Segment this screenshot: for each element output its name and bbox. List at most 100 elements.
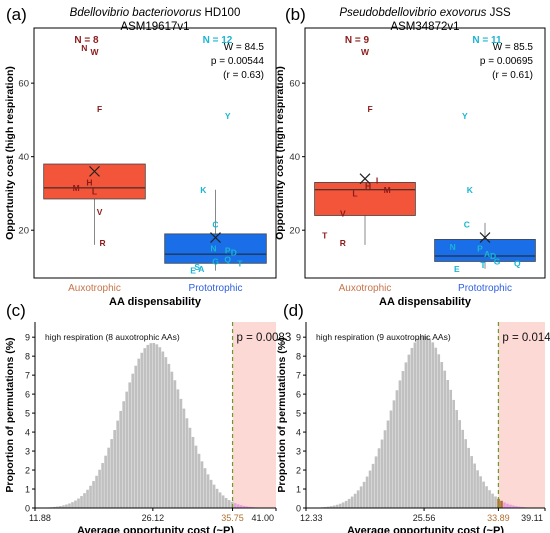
plot-frame bbox=[33, 27, 277, 279]
stat-text: (r = 0.61) bbox=[492, 70, 533, 81]
y-tick-label: 6 bbox=[296, 390, 301, 400]
stat-text: W = 84.5 bbox=[224, 42, 265, 53]
histogram-bar bbox=[107, 447, 110, 508]
histogram-bar bbox=[122, 401, 126, 508]
histogram-bar bbox=[92, 481, 95, 508]
stat-text: p = 0.00544 bbox=[211, 56, 265, 67]
panel-label: (b) bbox=[285, 5, 306, 24]
histogram-bar bbox=[383, 430, 387, 508]
histogram-bar bbox=[338, 503, 342, 508]
amino-acid-point: R bbox=[340, 238, 346, 248]
amino-acid-point: F bbox=[97, 104, 102, 114]
histogram-bar bbox=[398, 380, 402, 508]
histogram-bar bbox=[95, 475, 98, 508]
histogram-bar bbox=[422, 335, 426, 508]
histogram-bar bbox=[209, 479, 213, 508]
y-tick-label: 40 bbox=[289, 152, 300, 163]
panel-label: (d) bbox=[283, 301, 304, 320]
histogram-bar bbox=[161, 351, 165, 508]
histogram-bar bbox=[488, 490, 491, 508]
x-category-label: Prototrophic bbox=[189, 283, 243, 294]
histogram-bar bbox=[74, 500, 77, 508]
histogram-bar bbox=[347, 498, 351, 508]
y-tick-label: 60 bbox=[18, 79, 29, 90]
histogram-bar bbox=[65, 504, 68, 508]
histogram-bar bbox=[176, 389, 180, 508]
x-tick-label: 12.33 bbox=[300, 513, 323, 523]
mean-marker bbox=[479, 232, 491, 243]
y-tick-label: 0 bbox=[296, 504, 301, 514]
histogram-bar bbox=[56, 506, 59, 508]
histogram-bar bbox=[164, 357, 168, 508]
histogram-bar bbox=[197, 453, 201, 508]
box-auxotrophic bbox=[314, 182, 416, 216]
histogram-bar bbox=[89, 485, 92, 508]
y-tick-label: 4 bbox=[25, 428, 30, 438]
panel-c-histogram: (c) 0 1 2 3 4 5 6 7 8 9 11.88 26.12 35.75 41.00 Average… bbox=[4, 301, 291, 533]
box-auxotrophic bbox=[43, 163, 146, 200]
significance-region bbox=[498, 322, 545, 508]
x-tick-label: 41.00 bbox=[251, 513, 274, 523]
amino-acid-point: D bbox=[490, 251, 496, 261]
histogram-bar bbox=[152, 342, 156, 508]
histogram-bar bbox=[59, 506, 62, 508]
panel-label: (c) bbox=[6, 301, 26, 320]
histogram-bar bbox=[485, 486, 488, 508]
histogram-bar bbox=[509, 504, 512, 508]
y-tick-label: 8 bbox=[296, 352, 301, 362]
histogram-bar bbox=[350, 496, 354, 508]
panel-label: (a) bbox=[6, 5, 27, 24]
y-tick-label: 6 bbox=[25, 390, 30, 400]
plot-title: Pseudobdellovibrio exovorus JSS bbox=[339, 7, 511, 19]
histogram-bar bbox=[401, 371, 405, 508]
histogram-bar bbox=[413, 342, 417, 508]
y-tick-label: 0 bbox=[25, 504, 30, 514]
x-tick-label: 11.88 bbox=[29, 513, 51, 523]
amino-acid-point: N bbox=[81, 43, 87, 53]
histogram-bar bbox=[125, 391, 129, 508]
amino-acid-point: G bbox=[212, 256, 219, 266]
histogram-bar bbox=[419, 336, 423, 508]
title-strain: HD100 bbox=[201, 7, 240, 19]
legend-text: high respiration (9 auxotrophic AAs) bbox=[316, 332, 451, 342]
histogram-bar bbox=[143, 348, 147, 508]
histogram-bar bbox=[140, 352, 144, 508]
histogram-bar bbox=[167, 363, 171, 508]
histogram-bar bbox=[134, 365, 138, 508]
histogram-bar bbox=[329, 506, 333, 508]
amino-acid-point: H bbox=[365, 181, 371, 191]
y-tick-label: 7 bbox=[296, 371, 301, 381]
histogram-bar bbox=[479, 476, 482, 508]
amino-acid-point: A bbox=[484, 249, 490, 259]
amino-acid-point: I bbox=[376, 176, 378, 186]
n-count-label: N = 8 bbox=[74, 35, 99, 46]
histogram-bar bbox=[185, 418, 189, 508]
y-tick-label: 3 bbox=[296, 447, 301, 457]
histogram-bar bbox=[83, 493, 86, 508]
histogram-bar bbox=[482, 481, 485, 508]
amino-acid-point: E bbox=[190, 266, 196, 276]
histogram-bar bbox=[200, 461, 204, 508]
histogram-bar bbox=[431, 342, 435, 508]
y-tick-label: 1 bbox=[296, 485, 301, 495]
amino-acid-point: A bbox=[198, 264, 204, 274]
y-tick-label: 40 bbox=[18, 152, 29, 163]
x-tick-label: 26.12 bbox=[142, 513, 165, 523]
y-tick-label: 5 bbox=[296, 409, 301, 419]
histogram-bar bbox=[374, 456, 378, 508]
histogram-bar bbox=[236, 504, 240, 508]
histogram-bar bbox=[77, 498, 80, 508]
mean-marker bbox=[210, 232, 221, 243]
histogram-bar bbox=[356, 490, 360, 508]
histogram-bar bbox=[449, 389, 453, 508]
amino-acid-point: W bbox=[361, 47, 370, 57]
mean-marker bbox=[89, 165, 100, 177]
y-tick-label: 8 bbox=[25, 352, 30, 362]
histogram-bar bbox=[128, 382, 132, 508]
amino-acid-point: V bbox=[97, 207, 103, 217]
histogram-bar bbox=[434, 347, 438, 508]
histogram-bar bbox=[149, 343, 153, 508]
y-tick-label: 20 bbox=[18, 226, 29, 237]
stat-text: p = 0.00695 bbox=[480, 56, 534, 67]
